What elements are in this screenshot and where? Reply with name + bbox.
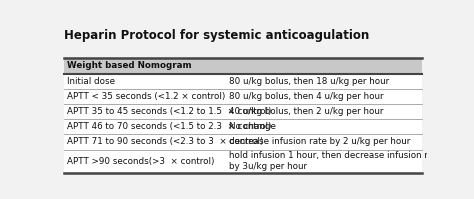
Bar <box>64 135 422 149</box>
Text: decrease infusion rate by 2 u/kg per hour: decrease infusion rate by 2 u/kg per hou… <box>229 138 410 146</box>
Text: 40 u/kg bolus, then 2 u/kg per hour: 40 u/kg bolus, then 2 u/kg per hour <box>229 107 384 116</box>
Bar <box>64 74 422 89</box>
Text: APTT < 35 seconds (<1.2 × control): APTT < 35 seconds (<1.2 × control) <box>66 92 225 101</box>
Text: hold infusion 1 hour, then decrease infusion rate
by 3u/kg per hour: hold infusion 1 hour, then decrease infu… <box>229 151 442 171</box>
Bar <box>64 104 422 119</box>
Text: APTT 71 to 90 seconds (<2.3 to 3  × control): APTT 71 to 90 seconds (<2.3 to 3 × contr… <box>66 138 263 146</box>
Text: 80 u/kg bolus, then 18 u/kg per hour: 80 u/kg bolus, then 18 u/kg per hour <box>229 77 390 86</box>
Text: APTT 46 to 70 seconds (<1.5 to 2.3  × control): APTT 46 to 70 seconds (<1.5 to 2.3 × con… <box>66 122 271 131</box>
Text: Weight based Nomogram: Weight based Nomogram <box>66 61 191 70</box>
Bar <box>64 58 422 74</box>
Text: APTT 35 to 45 seconds (<1.2 to 1.5  × control): APTT 35 to 45 seconds (<1.2 to 1.5 × con… <box>66 107 271 116</box>
Text: APTT >90 seconds(>3  × control): APTT >90 seconds(>3 × control) <box>66 157 214 166</box>
Bar <box>64 58 422 173</box>
Text: Heparin Protocol for systemic anticoagulation: Heparin Protocol for systemic anticoagul… <box>64 29 369 42</box>
Bar <box>64 89 422 104</box>
Text: No change: No change <box>229 122 276 131</box>
Text: Initial dose: Initial dose <box>66 77 115 86</box>
Text: 80 u/kg bolus, then 4 u/kg per hour: 80 u/kg bolus, then 4 u/kg per hour <box>229 92 384 101</box>
Bar <box>64 149 422 173</box>
Bar <box>64 119 422 135</box>
